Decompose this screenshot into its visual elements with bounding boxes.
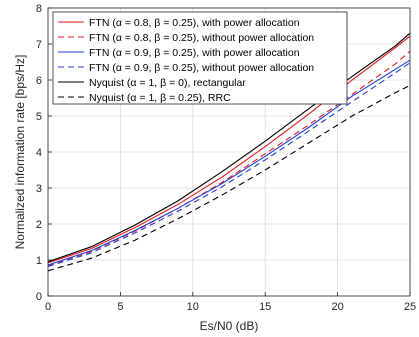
y-tick-label: 2 bbox=[36, 219, 42, 231]
y-tick-label: 3 bbox=[36, 183, 42, 195]
legend-label-1: FTN (α = 0.8, β = 0.25), with power allo… bbox=[89, 17, 300, 29]
legend: FTN (α = 0.8, β = 0.25), with power allo… bbox=[52, 11, 348, 105]
y-tick-label: 5 bbox=[36, 111, 42, 123]
x-tick-label: 25 bbox=[404, 301, 416, 313]
y-axis-label: Normalized information rate [bps/Hz] bbox=[13, 55, 27, 250]
series-line-4 bbox=[47, 62, 411, 268]
series-lines bbox=[47, 32, 411, 272]
legend-box bbox=[52, 11, 348, 105]
x-axis-label: Es/N0 (dB) bbox=[200, 319, 259, 333]
y-tick-label: 0 bbox=[36, 291, 42, 303]
y-tick-label: 8 bbox=[36, 3, 42, 15]
x-tick-label: 15 bbox=[259, 301, 271, 313]
legend-label-4: FTN (α = 0.9, β = 0.25), without power a… bbox=[89, 62, 314, 74]
x-tick-label: 5 bbox=[117, 301, 123, 313]
series-line-6 bbox=[47, 84, 411, 272]
legend-label-3: FTN (α = 0.9, β = 0.25), with power allo… bbox=[89, 47, 300, 59]
series-line-3 bbox=[47, 59, 411, 266]
series-line-5 bbox=[47, 32, 411, 263]
series-line-1 bbox=[47, 35, 411, 264]
y-tick-label: 6 bbox=[36, 75, 42, 87]
legend-label-2: FTN (α = 0.8, β = 0.25), without power a… bbox=[89, 32, 314, 44]
x-tick-label: 20 bbox=[331, 301, 343, 313]
y-tick-label: 4 bbox=[36, 147, 42, 159]
y-tick-label: 1 bbox=[36, 255, 42, 267]
y-tick-label: 7 bbox=[36, 39, 42, 51]
legend-label-6: Nyquist (α = 1, β = 0.25), RRC bbox=[89, 92, 231, 104]
x-tick-label: 0 bbox=[45, 301, 51, 313]
x-tick-label: 10 bbox=[187, 301, 199, 313]
legend-label-5: Nyquist (α = 1, β = 0), rectangular bbox=[89, 77, 246, 89]
axis-ticks: 0 5 10 15 20 25 0 1 2 3 4 5 6 7 8 bbox=[36, 3, 416, 313]
